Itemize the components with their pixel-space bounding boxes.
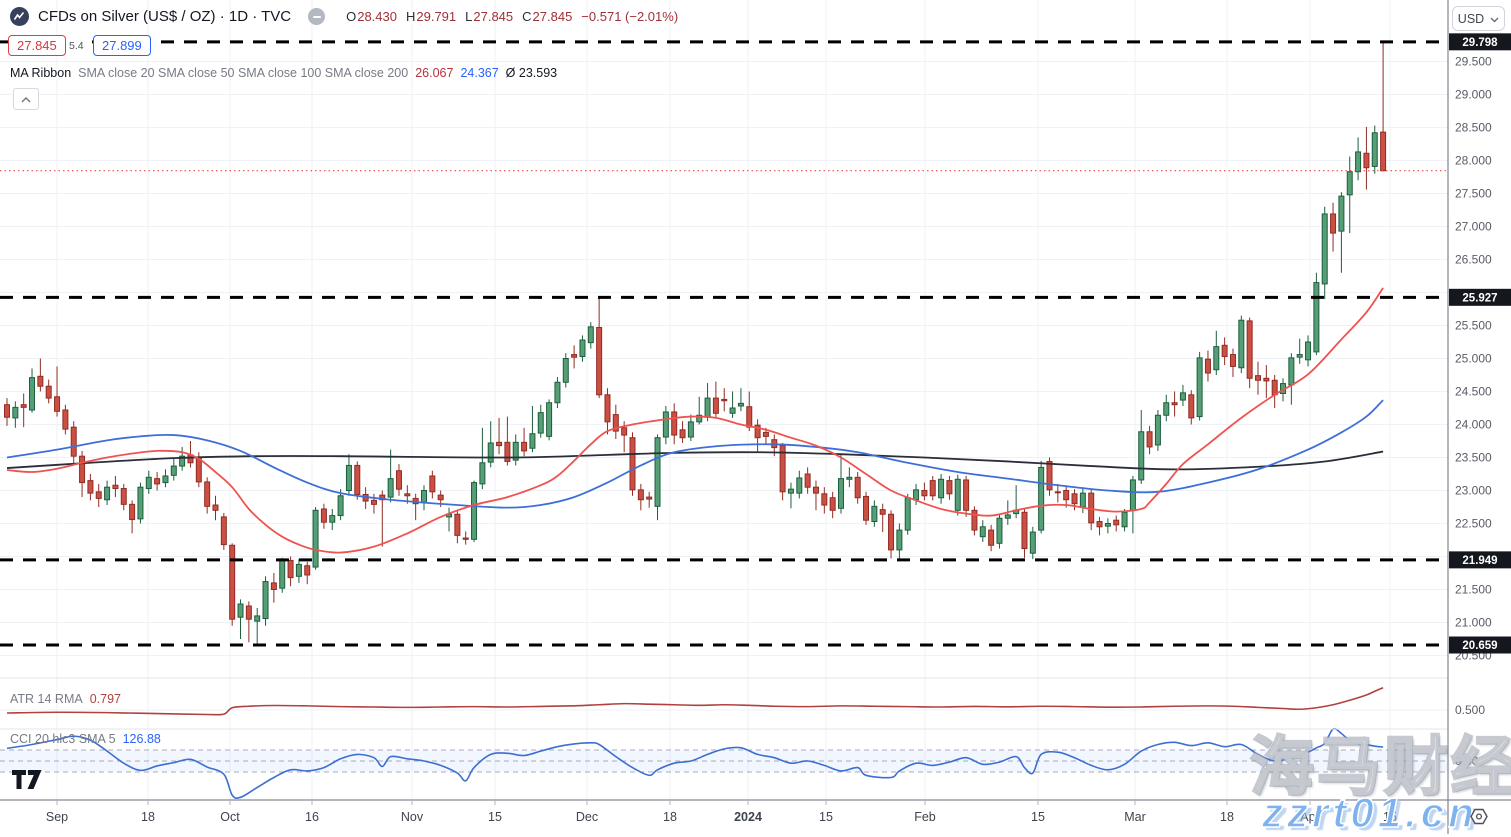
symbol-legend[interactable]: CFDs on Silver (US$ / OZ) · 1D · TVC O28… bbox=[10, 7, 678, 26]
currency-selector[interactable]: USD bbox=[1452, 6, 1505, 31]
svg-text:26.500: 26.500 bbox=[1455, 253, 1492, 267]
svg-text:22.500: 22.500 bbox=[1455, 517, 1492, 531]
price-scale[interactable] bbox=[1449, 0, 1511, 800]
cci-value: 126.88 bbox=[122, 732, 161, 746]
svg-text:29.798: 29.798 bbox=[1462, 37, 1498, 49]
svg-text:28.000: 28.000 bbox=[1455, 154, 1492, 168]
svg-text:29.500: 29.500 bbox=[1455, 55, 1492, 69]
buy-price-button[interactable]: 27.899 bbox=[93, 35, 151, 56]
ma-avg-value: Ø 23.593 bbox=[505, 66, 558, 80]
svg-text:18: 18 bbox=[1220, 810, 1234, 824]
svg-text:21.500: 21.500 bbox=[1455, 583, 1492, 597]
hide-indicator-button[interactable] bbox=[308, 8, 326, 25]
change-value: −0.571 (−2.01%) bbox=[581, 9, 679, 24]
svg-text:21.949: 21.949 bbox=[1462, 555, 1497, 567]
ma20-value: 26.067 bbox=[415, 66, 454, 80]
cci-title: CCI 20 hlc3 SMA 5 bbox=[10, 732, 116, 746]
svg-text:Mar: Mar bbox=[1124, 810, 1146, 824]
svg-text:28.500: 28.500 bbox=[1455, 121, 1492, 135]
main-chart-pane[interactable] bbox=[0, 0, 1448, 678]
svg-text:25.500: 25.500 bbox=[1455, 319, 1492, 333]
svg-text:Sep: Sep bbox=[46, 810, 68, 824]
symbol-title[interactable]: CFDs on Silver (US$ / OZ) · 1D · TVC bbox=[38, 8, 292, 25]
svg-text:Apr: Apr bbox=[1300, 810, 1319, 824]
currency-label: USD bbox=[1457, 11, 1485, 26]
atr-pane[interactable] bbox=[0, 678, 1448, 729]
svg-text:Dec: Dec bbox=[576, 810, 598, 824]
chevron-up-icon bbox=[21, 90, 31, 108]
atr-title: ATR 14 RMA bbox=[10, 692, 83, 706]
svg-text:16: 16 bbox=[305, 810, 319, 824]
collapse-legend-button[interactable] bbox=[13, 88, 39, 110]
svg-text:20.659: 20.659 bbox=[1462, 640, 1497, 652]
svg-text:24.500: 24.500 bbox=[1455, 385, 1492, 399]
svg-text:Feb: Feb bbox=[914, 810, 936, 824]
svg-text:25.927: 25.927 bbox=[1462, 292, 1497, 304]
svg-text:0.00: 0.00 bbox=[1455, 754, 1479, 768]
svg-text:15: 15 bbox=[1383, 810, 1397, 824]
svg-text:Oct: Oct bbox=[220, 810, 240, 824]
cci-pane[interactable] bbox=[0, 729, 1448, 800]
ohlc-values: O28.430 H29.791 L27.845 C27.845 −0.571 (… bbox=[346, 9, 679, 24]
ma50-value: 24.367 bbox=[460, 66, 499, 80]
svg-text:18: 18 bbox=[141, 810, 155, 824]
svg-text:23.500: 23.500 bbox=[1455, 451, 1492, 465]
svg-text:Nov: Nov bbox=[401, 810, 424, 824]
svg-text:24.000: 24.000 bbox=[1455, 418, 1492, 432]
svg-text:15: 15 bbox=[488, 810, 502, 824]
symbol-logo-icon bbox=[10, 7, 29, 26]
time-axis[interactable] bbox=[0, 801, 1448, 834]
ma-ribbon-legend[interactable]: MA Ribbon SMA close 20 SMA close 50 SMA … bbox=[10, 66, 557, 80]
timezone-settings-icon[interactable] bbox=[1469, 807, 1489, 831]
ma-ribbon-params: SMA close 20 SMA close 50 SMA close 100 … bbox=[78, 66, 409, 80]
svg-text:27.000: 27.000 bbox=[1455, 220, 1492, 234]
svg-text:29.000: 29.000 bbox=[1455, 88, 1492, 102]
chevron-down-icon bbox=[1490, 12, 1499, 26]
tradingview-logo[interactable] bbox=[12, 769, 48, 795]
svg-text:25.000: 25.000 bbox=[1455, 352, 1492, 366]
svg-text:23.000: 23.000 bbox=[1455, 484, 1492, 498]
svg-text:15: 15 bbox=[819, 810, 833, 824]
svg-text:18: 18 bbox=[663, 810, 677, 824]
sell-price-button[interactable]: 27.845 bbox=[8, 35, 66, 56]
cci-legend[interactable]: CCI 20 hlc3 SMA 5 126.88 bbox=[10, 732, 161, 746]
spread-label: 5.4 bbox=[66, 39, 87, 53]
svg-text:27.500: 27.500 bbox=[1455, 187, 1492, 201]
svg-text:0.500: 0.500 bbox=[1455, 703, 1485, 717]
svg-text:21.000: 21.000 bbox=[1455, 616, 1492, 630]
atr-value: 0.797 bbox=[89, 692, 121, 706]
svg-text:15: 15 bbox=[1031, 810, 1045, 824]
svg-text:2024: 2024 bbox=[734, 810, 762, 824]
ma-ribbon-label: MA Ribbon bbox=[10, 66, 72, 80]
atr-legend[interactable]: ATR 14 RMA 0.797 bbox=[10, 692, 121, 706]
